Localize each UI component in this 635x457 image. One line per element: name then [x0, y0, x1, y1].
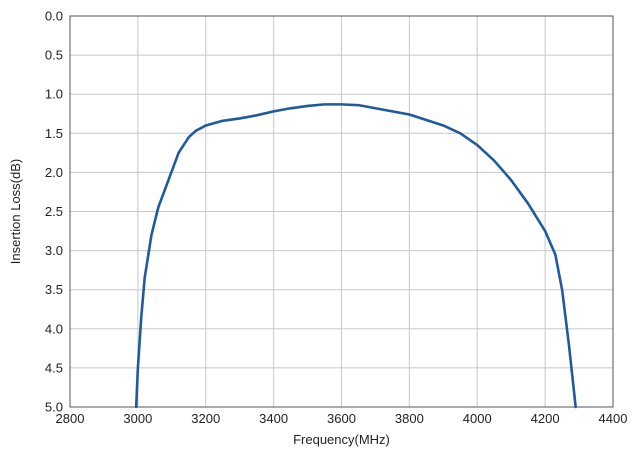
- y-tick-label: 4.5: [45, 360, 63, 375]
- x-tick-label: 4200: [531, 411, 560, 426]
- x-axis-label: Frequency(MHz): [293, 432, 390, 447]
- y-tick-label: 4.0: [45, 321, 63, 336]
- y-tick-label: 1.0: [45, 87, 63, 102]
- x-tick-label: 2800: [56, 411, 85, 426]
- y-tick-labels: 0.0 0.5 1.0 1.5 2.0 2.5 3.0 3.5 4.0 4.5 5.0: [45, 9, 63, 415]
- y-tick-label: 5.0: [45, 400, 63, 415]
- y-tick-label: 3.0: [45, 243, 63, 258]
- y-tick-label: 0.0: [45, 9, 63, 24]
- x-tick-labels: 2800 3000 3200 3400 3600 3800 4000 4200 4400: [56, 411, 628, 426]
- x-tick-label: 4000: [463, 411, 492, 426]
- series-line: [134, 103, 577, 409]
- y-tick-label: 2.5: [45, 204, 63, 219]
- y-tick-label: 3.5: [45, 282, 63, 297]
- y-tick-label: 1.5: [45, 126, 63, 141]
- x-tick-label: 3800: [395, 411, 424, 426]
- x-tick-label: 3600: [327, 411, 356, 426]
- x-tick-label: 3400: [259, 411, 288, 426]
- grid-lines: [69, 15, 614, 408]
- y-tick-label: 2.0: [45, 165, 63, 180]
- series-group: [134, 103, 577, 409]
- y-tick-label: 0.5: [45, 48, 63, 63]
- y-axis-label: Insertion Loss(dB): [8, 159, 23, 265]
- plot-frame: [69, 15, 614, 408]
- x-tick-label: 3200: [191, 411, 220, 426]
- x-tick-label: 3000: [123, 411, 152, 426]
- x-tick-label: 4400: [599, 411, 628, 426]
